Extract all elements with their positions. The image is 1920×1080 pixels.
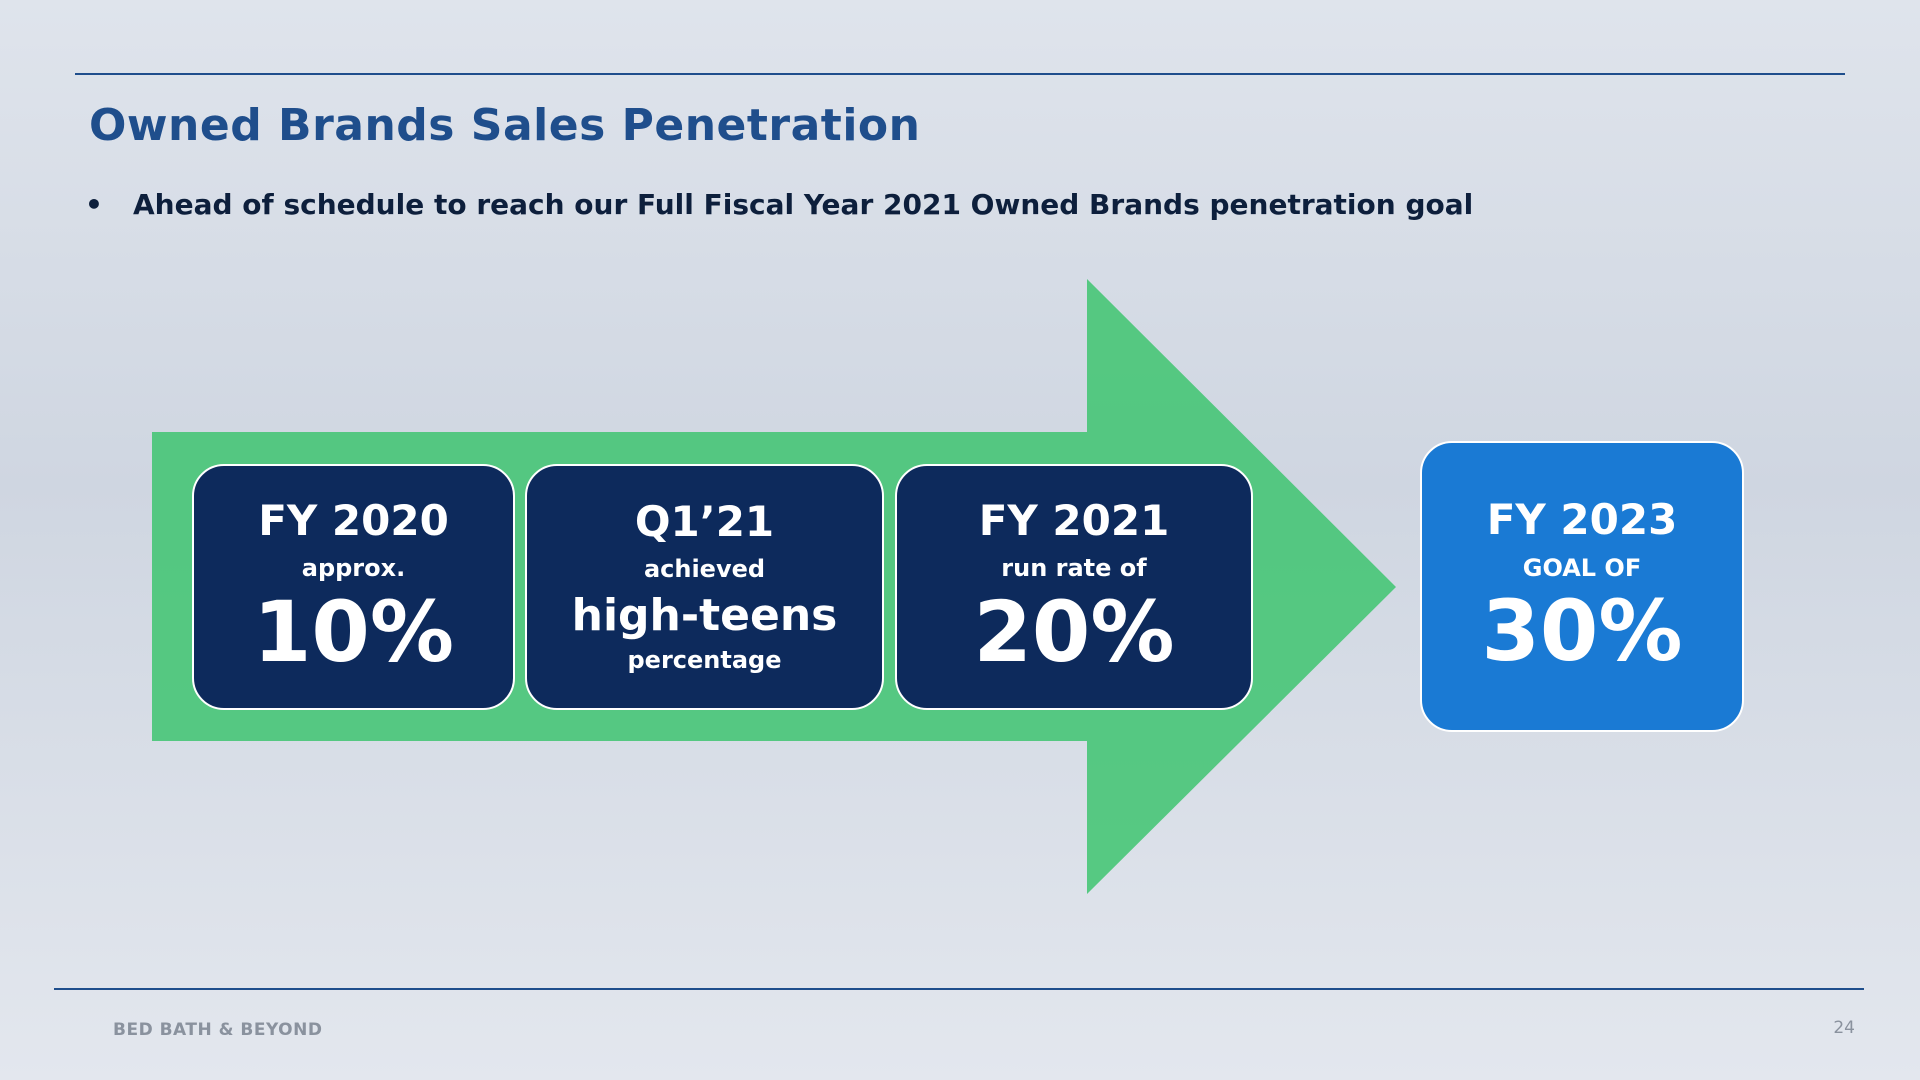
- box-period: FY 2021: [978, 495, 1170, 545]
- brand: BED BATH & BEYOND: [113, 1020, 323, 1040]
- top-rule: [75, 73, 1845, 75]
- box-value: 10%: [252, 582, 455, 681]
- bullet-dot: •: [85, 188, 103, 221]
- box-caption: approx.: [301, 554, 406, 583]
- box-value: 20%: [973, 582, 1175, 681]
- milestone-box: FY 2020 approx. 10%: [192, 464, 515, 710]
- slide-title: Owned Brands Sales Penetration: [89, 100, 921, 151]
- bullet-text: Ahead of schedule to reach our Full Fisc…: [133, 188, 1474, 221]
- milestone-box: Q1’21 achieved high-teens percentage: [525, 464, 884, 710]
- box-value: 30%: [1481, 582, 1683, 681]
- box-sub: percentage: [627, 645, 782, 674]
- box-caption: achieved: [643, 555, 766, 583]
- bottom-rule: [54, 988, 1864, 990]
- bullet: • Ahead of schedule to reach our Full Fis…: [85, 188, 1473, 221]
- box-value: high-teens: [571, 589, 838, 641]
- goal-box: FY 2023 GOAL OF 30%: [1420, 441, 1744, 732]
- page-number: 24: [1833, 1018, 1855, 1038]
- box-period: Q1’21: [634, 496, 775, 546]
- box-caption: GOAL OF: [1522, 553, 1642, 582]
- box-period: FY 2023: [1486, 495, 1678, 545]
- box-caption: run rate of: [1001, 554, 1147, 583]
- box-period: FY 2020: [258, 495, 449, 545]
- milestone-box: FY 2021 run rate of 20%: [895, 464, 1253, 710]
